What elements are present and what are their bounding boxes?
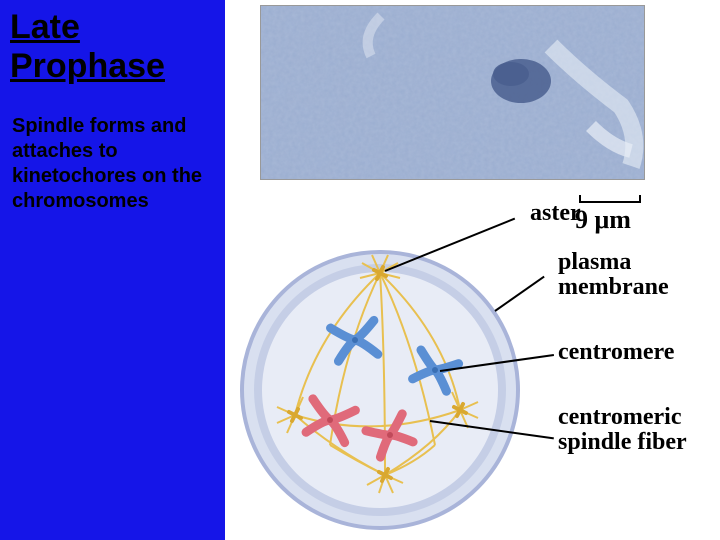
cell-diagram (235, 245, 525, 535)
label-centromere: centromere (558, 340, 674, 365)
diagram-area: aster plasma membrane centromere centrom… (225, 195, 720, 540)
micrograph-image (260, 5, 645, 180)
left-panel: Late Prophase Spindle forms and attaches… (0, 0, 225, 540)
slide-description: Spindle forms and attaches to kinetochor… (10, 114, 215, 214)
slide-title: Late Prophase (10, 8, 215, 86)
slide-root: Late Prophase Spindle forms and attaches… (0, 0, 720, 540)
label-plasma-membrane: plasma membrane (558, 250, 669, 300)
label-aster: aster (530, 201, 581, 226)
right-panel: 9 μm (225, 0, 720, 540)
label-spindle-fiber: centromeric spindle fiber (558, 405, 687, 455)
